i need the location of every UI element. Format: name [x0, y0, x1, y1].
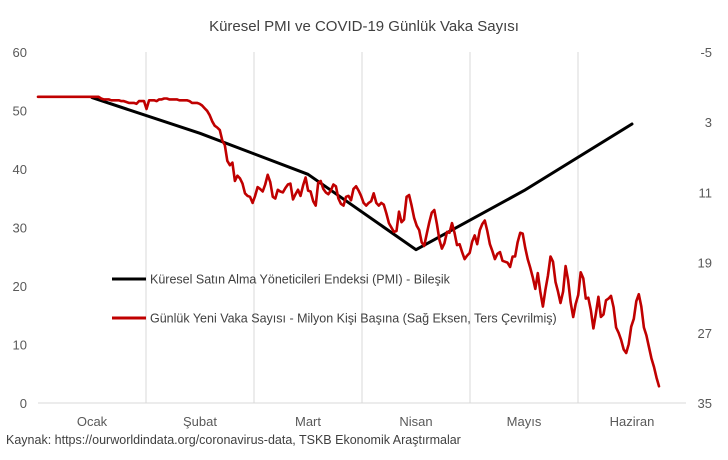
left-tick-label: 10 — [13, 338, 27, 353]
left-tick-label: 40 — [13, 162, 27, 177]
left-axis-ticks: 0 10 20 30 40 50 60 — [13, 45, 27, 411]
x-tick-label: Mayıs — [507, 414, 542, 429]
legend: Küresel Satın Alma Yöneticileri Endeksi … — [112, 273, 557, 326]
chart-title: Küresel PMI ve COVID-19 Günlük Vaka Sayı… — [209, 18, 519, 35]
x-tick-label: Şubat — [183, 414, 217, 429]
right-tick-label: 11 — [699, 185, 713, 200]
series-lines — [36, 95, 661, 388]
right-tick-label: 35 — [698, 396, 712, 411]
x-tick-label: Ocak — [77, 414, 108, 429]
vertical-gridlines — [145, 52, 579, 403]
source-note: Kaynak: https://ourworldindata.org/coron… — [6, 433, 461, 447]
legend-label: Günlük Yeni Vaka Sayısı - Milyon Kişi Ba… — [150, 312, 557, 326]
x-tick-label: Haziran — [610, 414, 655, 429]
left-tick-label: 60 — [13, 45, 27, 60]
covid-cases-series-line — [36, 95, 661, 388]
left-tick-label: 20 — [13, 279, 27, 294]
left-tick-label: 50 — [13, 104, 27, 119]
right-tick-label: 27 — [698, 326, 712, 341]
x-tick-label: Nisan — [399, 414, 432, 429]
left-tick-label: 30 — [13, 221, 27, 236]
right-tick-label: -5 — [700, 45, 712, 60]
right-tick-label: 19 — [698, 256, 712, 271]
right-axis-ticks: -5 3 11 19 27 35 — [698, 45, 712, 411]
x-tick-label: Mart — [295, 414, 321, 429]
pmi-series-line — [90, 96, 634, 252]
x-axis-ticks: Ocak Şubat Mart Nisan Mayıs Haziran — [77, 414, 655, 429]
left-tick-label: 0 — [20, 396, 27, 411]
legend-label: Küresel Satın Alma Yöneticileri Endeksi … — [150, 273, 451, 287]
right-tick-label: 3 — [705, 115, 712, 130]
